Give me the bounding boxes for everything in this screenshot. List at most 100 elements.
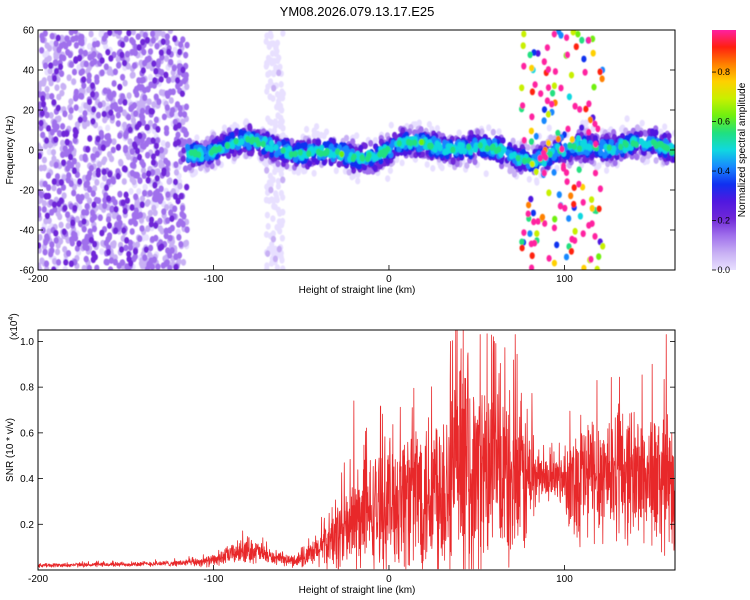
spectrogram-cell: [510, 137, 516, 145]
spectrogram-cell: [572, 102, 578, 110]
spectrogram-cell: [597, 68, 603, 76]
spectrogram-cell: [167, 30, 173, 35]
spectrogram-cell: [99, 57, 105, 64]
spectrogram-cell: [270, 40, 276, 48]
spectrogram-cell: [515, 154, 521, 162]
spectrogram-cell: [155, 263, 161, 270]
spectrogram-cell: [276, 69, 282, 77]
spectrogram-cell: [279, 118, 285, 125]
spectrogram-cell: [270, 215, 276, 223]
spectrogram-cell: [141, 172, 147, 180]
spectrogram-cell: [113, 227, 119, 235]
spectrogram-cell: [264, 59, 270, 67]
spectrogram-cell: [593, 140, 599, 148]
spectrogram-cell: [157, 217, 163, 225]
spectrogram-cell: [280, 265, 286, 270]
spectrogram-cell: [273, 144, 279, 151]
spectrogram-cell: [68, 98, 74, 106]
spectrogram-cell: [107, 266, 114, 270]
spectrogram-cell: [84, 192, 90, 200]
spectrogram-cell: [472, 158, 478, 166]
spectrogram-cell: [167, 264, 173, 270]
spectrogram-cell: [642, 129, 648, 137]
spectrogram-cell: [61, 228, 67, 236]
spectrogram-cell: [213, 146, 219, 154]
spectrogram-cell: [132, 220, 139, 227]
spectrogram-cell: [486, 124, 492, 132]
spectrogram-cell: [412, 139, 418, 147]
spectrogram-cell: [48, 62, 54, 69]
spectrogram-cell: [233, 137, 239, 145]
spectrogram-cell: [548, 134, 554, 142]
spectrogram-cell: [575, 135, 582, 143]
spectrogram-cell: [47, 67, 53, 75]
spectrogram-cell: [170, 88, 176, 96]
spectrogram-cell: [276, 245, 282, 253]
spectrogram-cell: [60, 82, 66, 90]
spectrogram-cell: [526, 175, 532, 183]
colorbar-tick-label: 0.2: [717, 216, 730, 226]
spectrogram-cell: [318, 131, 324, 139]
spectrogram-cell: [178, 41, 184, 48]
colorbar-tick-label: 0.0: [717, 265, 730, 275]
spectrogram-cell: [91, 50, 97, 58]
spectrogram-cell: [562, 204, 568, 212]
spectrogram-cell: [573, 43, 579, 51]
spectrogram-cell: [271, 69, 277, 77]
spectrogram-cell: [137, 132, 143, 140]
spectrogram-cell: [139, 142, 146, 150]
spectrogram-cell: [172, 46, 178, 54]
spectrogram-x-tick-label: 100: [556, 274, 573, 285]
spectrogram-cell: [638, 138, 645, 145]
spectrogram-cell: [563, 253, 570, 261]
spectrogram-cell: [266, 41, 272, 48]
spectrogram-cell: [519, 244, 525, 252]
spectrogram-cell: [45, 124, 52, 132]
spectrogram-cell: [121, 109, 127, 117]
spectrogram-cell: [564, 51, 571, 59]
spectrogram-cell: [517, 165, 523, 173]
spectrogram-cell: [122, 166, 128, 173]
spectrogram-cell: [173, 263, 179, 270]
spectrogram-cell: [271, 202, 277, 210]
spectrogram-cell: [61, 192, 67, 200]
spectrogram-cell: [269, 151, 275, 159]
spectrogram-cell: [493, 147, 500, 155]
spectrogram-cell: [269, 241, 275, 249]
snr-panel: -200 -100 0 100 0.2 0.4 0.6 0.8 1.0 Height of s…: [5, 313, 676, 596]
spectrogram-cell: [264, 88, 270, 95]
spectrogram-cell: [424, 161, 430, 168]
spectrogram-cell: [141, 48, 147, 56]
spectrogram-cell: [109, 155, 115, 163]
spectrogram-cell: [153, 195, 159, 203]
spectrogram-cell: [289, 137, 295, 145]
spectrogram-cell: [126, 255, 132, 263]
spectrogram-cell: [160, 140, 166, 147]
spectrogram-cell: [92, 240, 98, 248]
colorbar-tick-label: 0.8: [717, 67, 730, 77]
spectrogram-cell: [139, 158, 145, 166]
spectrogram-cell: [155, 61, 161, 69]
spectrogram-cell: [136, 188, 142, 195]
spectrogram-cell: [245, 135, 251, 143]
colorbar-tick-label: 0.6: [717, 117, 730, 127]
spectrogram-cell: [179, 219, 185, 227]
spectrogram-cell: [243, 118, 249, 125]
spectrogram-cell: [108, 257, 114, 264]
spectrogram-cell: [181, 147, 187, 154]
spectrogram-cell: [146, 98, 152, 106]
spectrogram-cell: [79, 33, 85, 41]
spectrogram-cell: [172, 205, 178, 213]
spectrogram-cell: [267, 30, 273, 38]
spectrogram-cell: [537, 154, 543, 162]
spectrogram-cell: [649, 128, 656, 136]
spectrogram-cell: [122, 59, 128, 67]
spectrogram-cell: [483, 170, 489, 178]
spectrogram-cell: [103, 239, 109, 247]
spectrogram-cell: [392, 131, 398, 139]
spectrogram-cell: [83, 255, 89, 263]
snr-y-tick-label: 1.0: [20, 337, 34, 348]
spectrogram-cell: [108, 109, 114, 116]
spectrogram-cell: [182, 165, 189, 173]
